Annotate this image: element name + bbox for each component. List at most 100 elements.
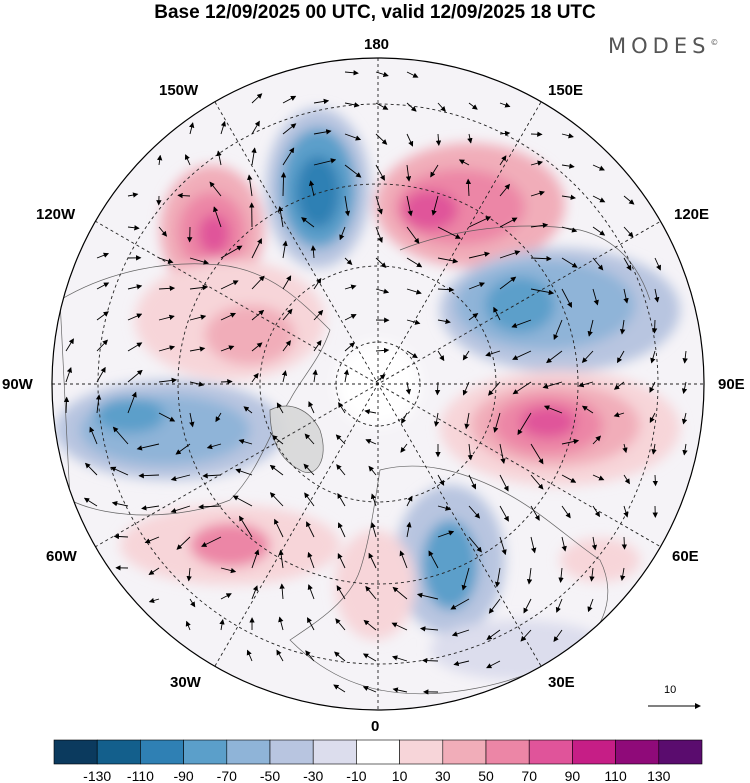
- wind-arrow: [344, 314, 357, 321]
- wind-arrow: [543, 405, 563, 414]
- wind-arrow: [592, 257, 604, 271]
- wind-arrow: [282, 275, 292, 290]
- wind-arrow: [282, 308, 293, 321]
- lon-label-0: 0: [371, 718, 380, 735]
- wind-arrow: [158, 226, 168, 237]
- wind-arrow: [127, 342, 143, 352]
- wind-arrow: [421, 657, 439, 664]
- wind-arrow: [399, 550, 408, 569]
- wind-arrow: [251, 585, 258, 600]
- wind-arrow: [621, 536, 628, 550]
- wind-arrow: [156, 154, 163, 166]
- wind-arrow: [581, 405, 594, 414]
- wind-arrow: [468, 102, 478, 110]
- wind-arrow: [437, 474, 445, 486]
- wind-arrow: [313, 309, 324, 321]
- colorbar-swatch: [53, 739, 98, 765]
- wind-arrow: [313, 158, 337, 166]
- wind-arrow: [127, 369, 143, 383]
- wind-arrow: [530, 536, 537, 554]
- wind-arrow: [335, 618, 346, 631]
- wind-arrow: [649, 412, 656, 424]
- wind-arrow: [127, 192, 139, 198]
- wind-arrow: [592, 164, 605, 171]
- wind-arrow: [592, 435, 602, 445]
- colorbar-swatch: [269, 739, 314, 765]
- wind-arrow: [279, 583, 285, 600]
- reference-vector-label: 10: [664, 684, 677, 696]
- wind-arrow: [530, 443, 544, 465]
- colorbar-swatch: [96, 739, 141, 765]
- wind-arrow: [451, 629, 470, 637]
- wind-arrow: [416, 592, 439, 600]
- wind-arrow: [189, 412, 195, 428]
- wind-arrow: [530, 190, 545, 197]
- wind-arrow: [592, 505, 600, 518]
- wind-arrow: [63, 396, 70, 414]
- wind-arrow: [651, 443, 657, 455]
- wind-arrow: [652, 474, 659, 487]
- wind-arrow: [682, 443, 688, 456]
- wind-arrow: [530, 505, 540, 521]
- wind-arrow: [465, 178, 472, 197]
- wind-arrow: [428, 550, 439, 569]
- wind-arrow: [437, 318, 451, 325]
- wind-arrow: [213, 206, 222, 228]
- wind-arrow: [623, 257, 632, 271]
- colorbar-swatch: [485, 739, 530, 765]
- wind-arrow: [499, 276, 517, 290]
- wind-arrow: [148, 567, 160, 575]
- wind-arrow: [561, 536, 567, 552]
- wind-arrow: [488, 381, 501, 396]
- wind-arrow: [553, 319, 563, 341]
- wind-arrow: [127, 225, 140, 231]
- wind-arrow: [651, 319, 658, 334]
- wind-arrow: [308, 180, 315, 197]
- wind-arrow: [282, 95, 297, 104]
- wind-arrow: [280, 171, 287, 197]
- wind-arrow: [282, 147, 295, 166]
- wind-arrow: [591, 536, 598, 551]
- wind-arrow: [235, 468, 253, 476]
- wind-vectors: [63, 70, 688, 695]
- wind-arrow: [623, 288, 629, 304]
- wind-arrow: [96, 366, 106, 383]
- wind-arrow: [306, 521, 315, 538]
- colorbar-label: 10: [392, 768, 408, 783]
- wind-arrow: [406, 133, 414, 147]
- map-title: Base 12/09/2025 00 UTC, valid 12/09/2025…: [154, 2, 596, 23]
- colorbar-label: 110: [604, 768, 627, 783]
- wind-arrow: [246, 649, 253, 662]
- wind-arrow: [220, 593, 232, 600]
- wind-arrow: [461, 567, 470, 591]
- wind-arrow: [251, 342, 263, 352]
- wind-arrow: [303, 463, 315, 476]
- wind-arrow: [592, 288, 599, 306]
- wind-arrow: [362, 653, 377, 662]
- meridians: [52, 58, 704, 710]
- wind-arrow: [344, 284, 357, 290]
- wind-arrow: [282, 123, 297, 135]
- wind-arrow: [220, 245, 243, 259]
- wind-arrow: [406, 71, 419, 78]
- wind-arrow: [344, 342, 355, 352]
- wind-arrow: [220, 280, 239, 290]
- wind-arrow: [158, 412, 176, 422]
- wind-arrow: [84, 462, 98, 476]
- wind-arrow: [113, 533, 129, 540]
- wind-arrow: [616, 350, 625, 364]
- wind-arrow: [219, 618, 225, 631]
- wind-arrow: [362, 686, 377, 693]
- lon-label-30e: 30E: [548, 674, 575, 691]
- wind-arrow: [269, 464, 284, 476]
- wind-arrow: [251, 372, 259, 383]
- wind-arrow: [561, 505, 571, 519]
- wind-arrow: [526, 567, 533, 585]
- wind-arrow: [406, 495, 413, 507]
- colorbar-label: -110: [127, 768, 154, 783]
- wind-arrow: [189, 122, 195, 135]
- colorbar-swatch: [399, 739, 444, 765]
- wind-arrow: [277, 206, 284, 228]
- wind-arrow: [344, 133, 362, 141]
- wind-arrow: [251, 120, 260, 135]
